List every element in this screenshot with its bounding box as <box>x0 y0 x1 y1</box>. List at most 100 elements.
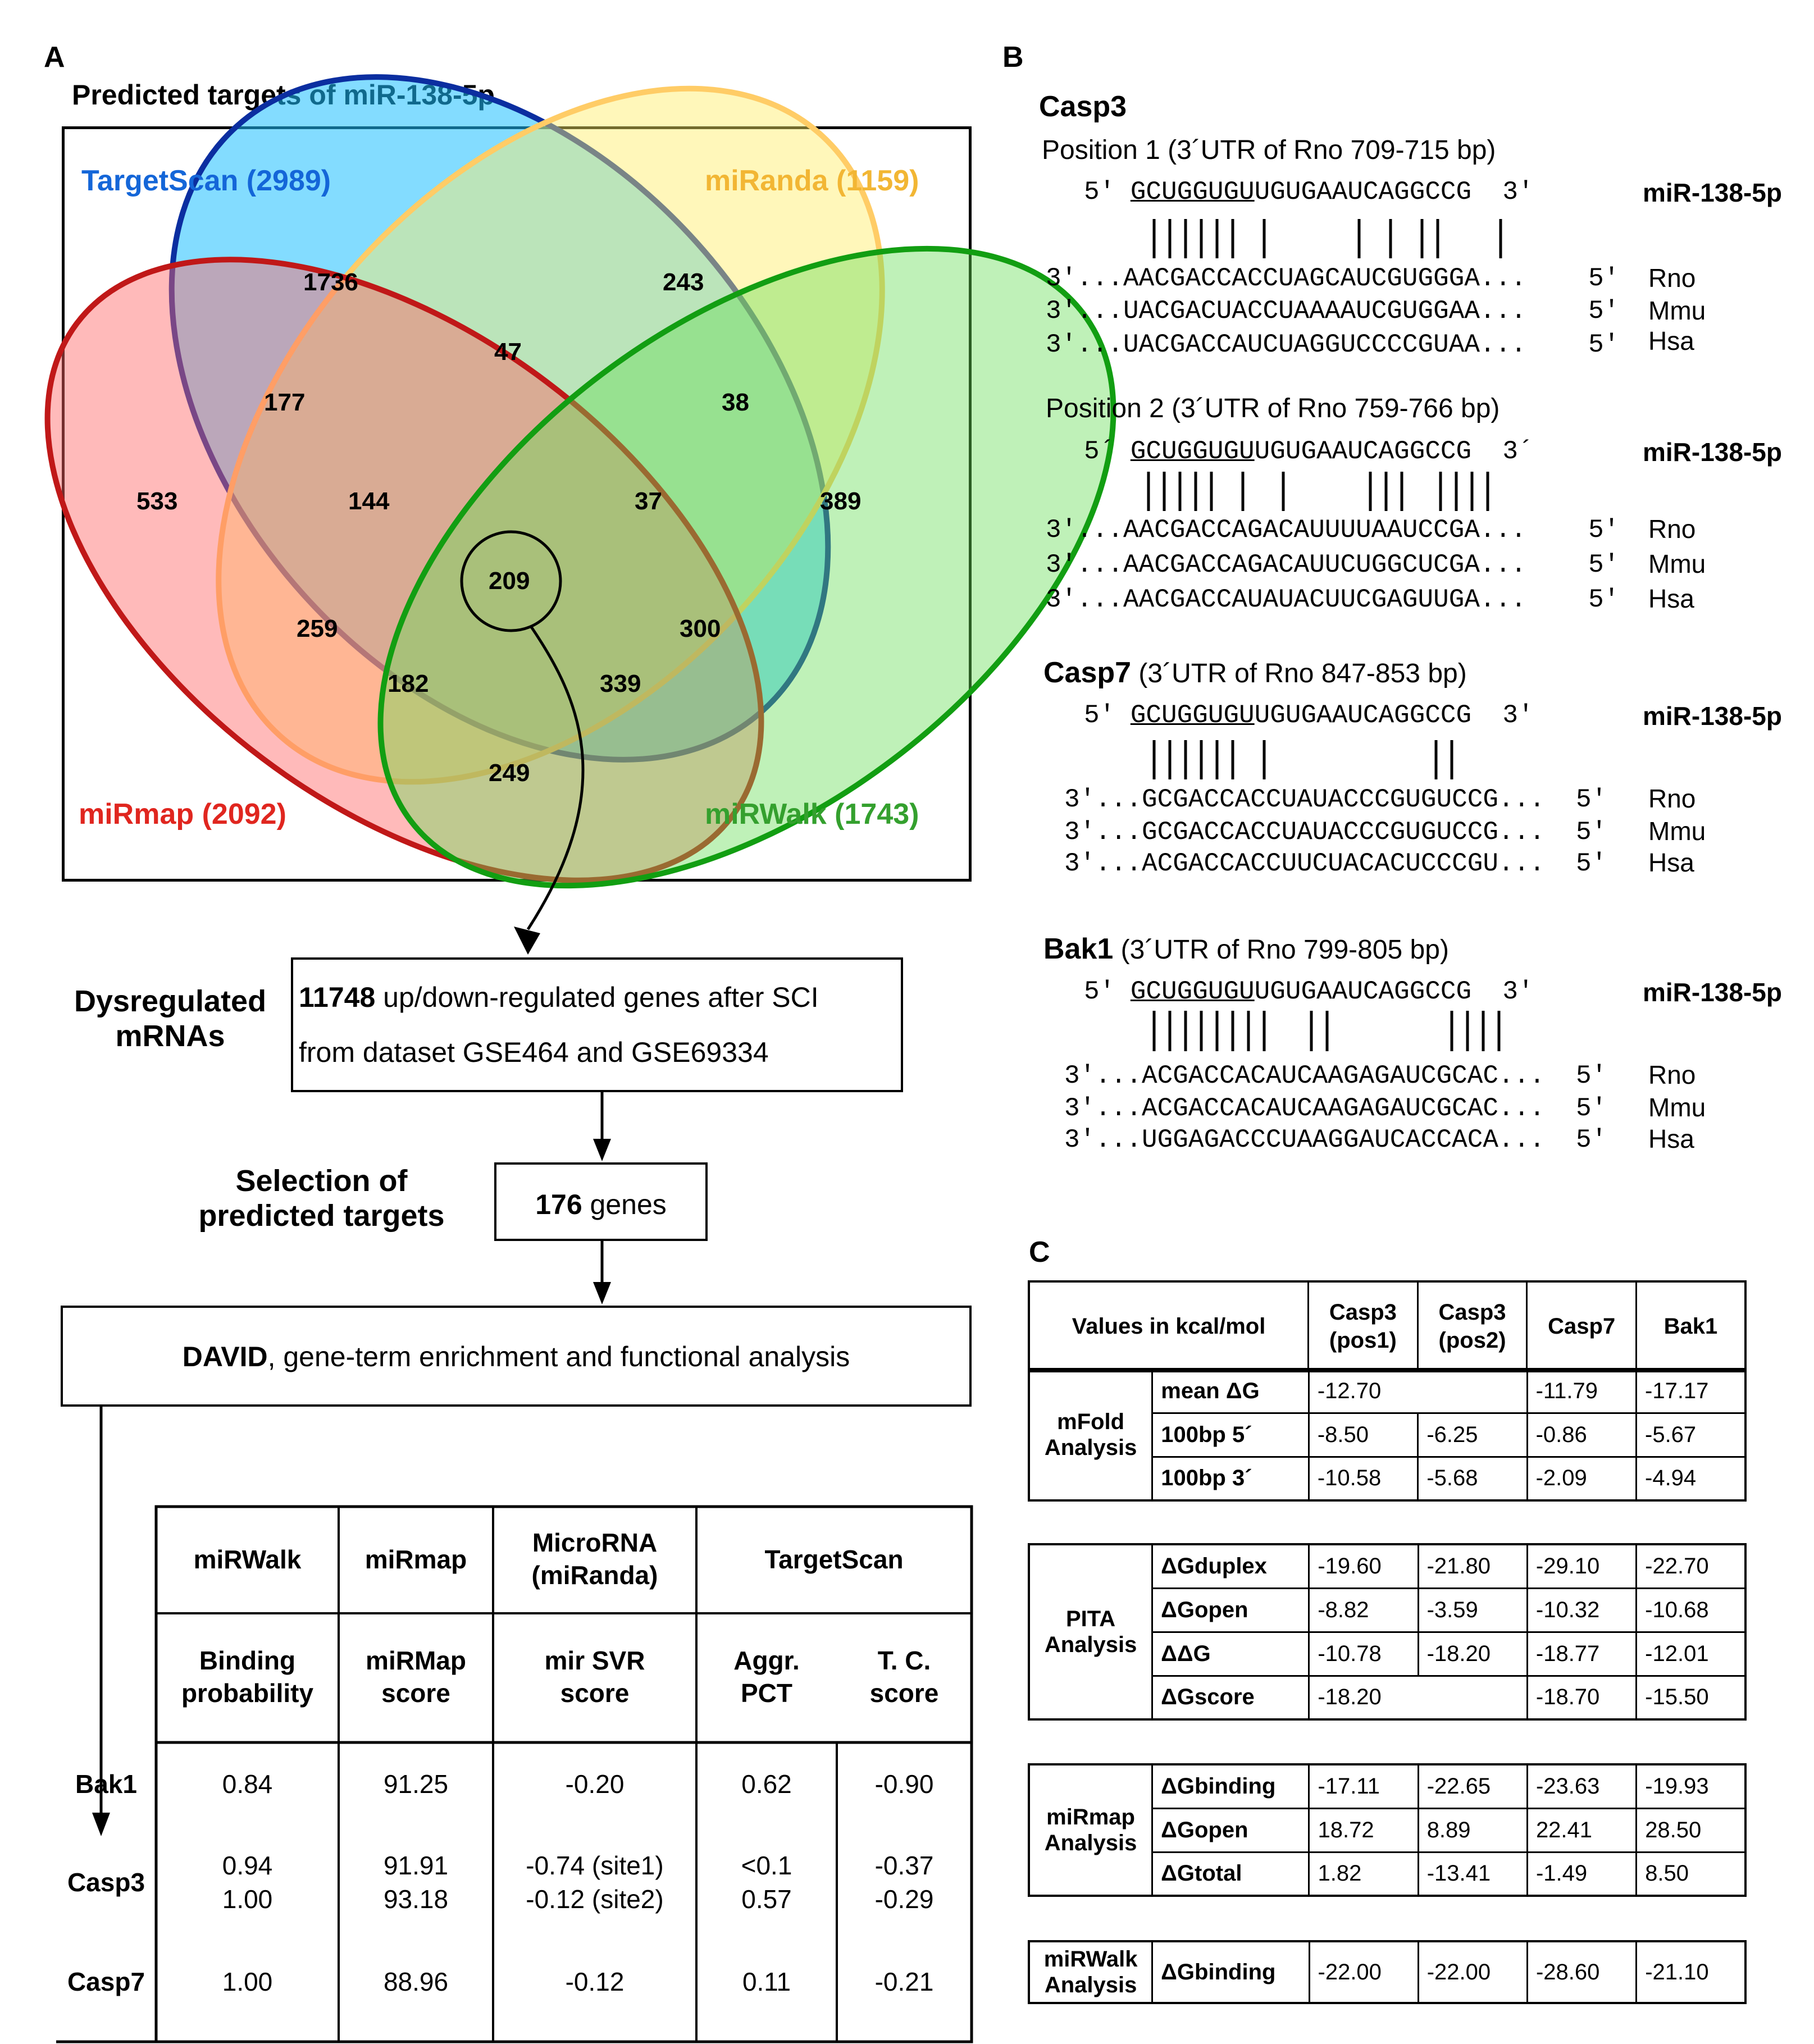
venn-ellipse-miranda <box>216 85 885 785</box>
mirmap-label: miRmap Analysis <box>1028 1763 1154 1897</box>
cell: -18.20 <box>1417 1631 1528 1677</box>
table-c-mirmap: miRmap Analysis ΔGbinding -17.11 -22.65 -… <box>1028 1763 1747 1897</box>
species-label: Rno <box>1648 514 1696 544</box>
target-seq-text: ...AACGACCAGACAUUCUGGCUCGA... <box>1077 550 1526 580</box>
cell: -10.32 <box>1526 1587 1638 1633</box>
five-prime: 5′ <box>1084 977 1115 1006</box>
dysregulated-label: Dysregulated mRNAs <box>66 984 274 1053</box>
label-line: Analysis <box>1044 1435 1137 1460</box>
target-seq: 3′...UACGACUACCUAAAAUCGUGGAA... 5′ <box>1046 296 1619 326</box>
venn-count: 300 <box>680 615 721 642</box>
target-seq: 3′...AACGACCACCUAGCAUCGUGGGA... 5′ <box>1046 264 1619 293</box>
venn-label-mirmap: miRmap (2092) <box>79 798 286 831</box>
three-prime: 3′ <box>1064 1125 1096 1155</box>
col-line: Casp3 <box>1438 1300 1506 1325</box>
five-prime: 5´ <box>1084 437 1115 466</box>
target-seq: 3′...UGGAGACCCUAAGGAUCACCACA... 5′ <box>1064 1125 1607 1155</box>
five-prime: 5′ <box>1575 1125 1607 1155</box>
row-name: 100bp 3´ <box>1151 1456 1310 1502</box>
venn-label-mirwalk: miRWalk (1743) <box>705 798 919 831</box>
cell: -2.09 <box>1526 1456 1638 1502</box>
target-seq-text: ...AACGACCAGACAUUUUAAUCCGA... <box>1077 515 1526 545</box>
three-prime: 3′ <box>1064 1061 1096 1091</box>
seed-seq: GCUGGUGU <box>1130 977 1255 1006</box>
selection-genes: genes <box>582 1189 667 1220</box>
row-name: ΔGopen <box>1151 1587 1310 1633</box>
table-a-cell: -0.20 <box>565 1769 625 1799</box>
target-seq-text: ...GCGACCACCUAUACCCGUGUCCG... <box>1095 818 1545 847</box>
label-line: Analysis <box>1044 1632 1137 1657</box>
cell: -21.10 <box>1635 1940 1747 2004</box>
pita-label: PITA Analysis <box>1028 1543 1154 1721</box>
table-c-col-casp7: Casp7 <box>1526 1280 1637 1372</box>
table-a-cell: 91.25 <box>383 1769 449 1799</box>
five-prime: 5′ <box>1084 701 1115 730</box>
subheader-line: score <box>381 1678 450 1708</box>
mir-label: miR-138-5p <box>1643 178 1782 207</box>
three-prime: 3′ <box>1502 177 1534 207</box>
five-prime: 5′ <box>1575 849 1607 878</box>
three-prime: 3′ <box>1046 330 1077 359</box>
cell: -12.70 <box>1307 1368 1528 1414</box>
label-line: Analysis <box>1044 1831 1137 1855</box>
mir-rest: UGUGAAUCAGGCCG <box>1254 701 1472 730</box>
table-a-cell: 88.96 <box>383 1967 449 1996</box>
table-c-col-casp3-pos1: Casp3 (pos1) <box>1307 1280 1419 1372</box>
three-prime: 3′ <box>1046 585 1077 614</box>
cell: -0.86 <box>1526 1412 1638 1458</box>
table-a-cell: -0.74 (site1) -0.12 (site2) <box>493 1849 696 1916</box>
subheader-line: Aggr. <box>733 1646 800 1675</box>
target-seq: 3′...GCGACCACCUAUACCCGUGUCCG... 5′ <box>1064 818 1607 847</box>
three-prime: 3′ <box>1064 1094 1096 1123</box>
target-seq-text: ...AACGACCACCUAGCAUCGUGGGA... <box>1077 264 1526 293</box>
row-name: ΔGscore <box>1151 1675 1310 1721</box>
cell: -21.80 <box>1417 1543 1528 1589</box>
table-a-header-miranda-line2: (miRanda) <box>531 1561 658 1590</box>
cell: -28.60 <box>1526 1940 1638 2004</box>
target-seq: 3′...ACGACCACAUCAAGAGAUCGCAC... 5′ <box>1064 1061 1607 1091</box>
label-line: miRmap <box>1046 1805 1135 1829</box>
table-a-cell: -0.21 <box>874 1967 934 1996</box>
three-prime: 3′ <box>1046 550 1077 580</box>
gene-name: Bak1 <box>1043 933 1114 965</box>
table-c-units: Values in kcal/mol <box>1029 1281 1310 1372</box>
table-a-gene: Casp7 <box>67 1967 145 1996</box>
mir-seq: 5´ GCUGGUGUUGUGAAUCAGGCCG 3´ <box>1084 437 1534 466</box>
panel-label-b: B <box>1002 41 1024 74</box>
table-a-subheader: mir SVR score <box>493 1644 696 1709</box>
cell: -18.70 <box>1526 1675 1638 1721</box>
target-seq: 3′...AACGACCAGACAUUCUGGCUCGA... 5′ <box>1046 550 1619 580</box>
cell: -18.77 <box>1526 1631 1638 1677</box>
david-box: DAVID, gene-term enrichment and function… <box>61 1306 972 1407</box>
cell: 1.82 <box>1308 1851 1419 1897</box>
arrow-head <box>92 1813 110 1836</box>
target-seq-text: ...UGGAGACCCUAAGGAUCACCACA... <box>1095 1125 1545 1155</box>
row-name: ΔGbinding <box>1151 1763 1310 1809</box>
arrow-head <box>593 1139 611 1161</box>
table-c-col-casp3-pos2: Casp3 (pos2) <box>1416 1280 1528 1372</box>
cell: -10.78 <box>1308 1631 1419 1677</box>
species-label: Rno <box>1648 263 1696 293</box>
cell: -13.41 <box>1417 1851 1528 1897</box>
col-line: (pos1) <box>1329 1328 1397 1353</box>
cell: -15.50 <box>1635 1675 1747 1721</box>
target-seq-text: ...GCGACCACCUAUACCCGUGUCCG... <box>1095 785 1545 814</box>
cell: -22.65 <box>1417 1763 1528 1809</box>
species-label: Hsa <box>1648 584 1694 613</box>
subheader-line: probability <box>181 1678 314 1708</box>
col-line: (pos2) <box>1438 1328 1506 1353</box>
table-c-header: Values in kcal/mol Casp3 (pos1) Casp3 (pos… <box>1028 1280 1747 1372</box>
cell: 28.50 <box>1635 1807 1747 1853</box>
table-a-cell: 91.91 93.18 <box>339 1849 493 1916</box>
cell-line: 0.57 <box>741 1885 792 1914</box>
cell-line: 0.94 <box>222 1851 273 1880</box>
panel-label-c: C <box>1029 1236 1050 1269</box>
venn-count: 37 <box>635 487 662 515</box>
cell: -4.94 <box>1635 1456 1747 1502</box>
species-label: Mmu <box>1648 296 1706 325</box>
target-seq: 3′...UACGACCAUCUAGGUCCCCGUAA... 5′ <box>1046 330 1619 359</box>
selection-label-line2: predicted targets <box>198 1199 445 1233</box>
cell: -29.10 <box>1526 1543 1638 1589</box>
